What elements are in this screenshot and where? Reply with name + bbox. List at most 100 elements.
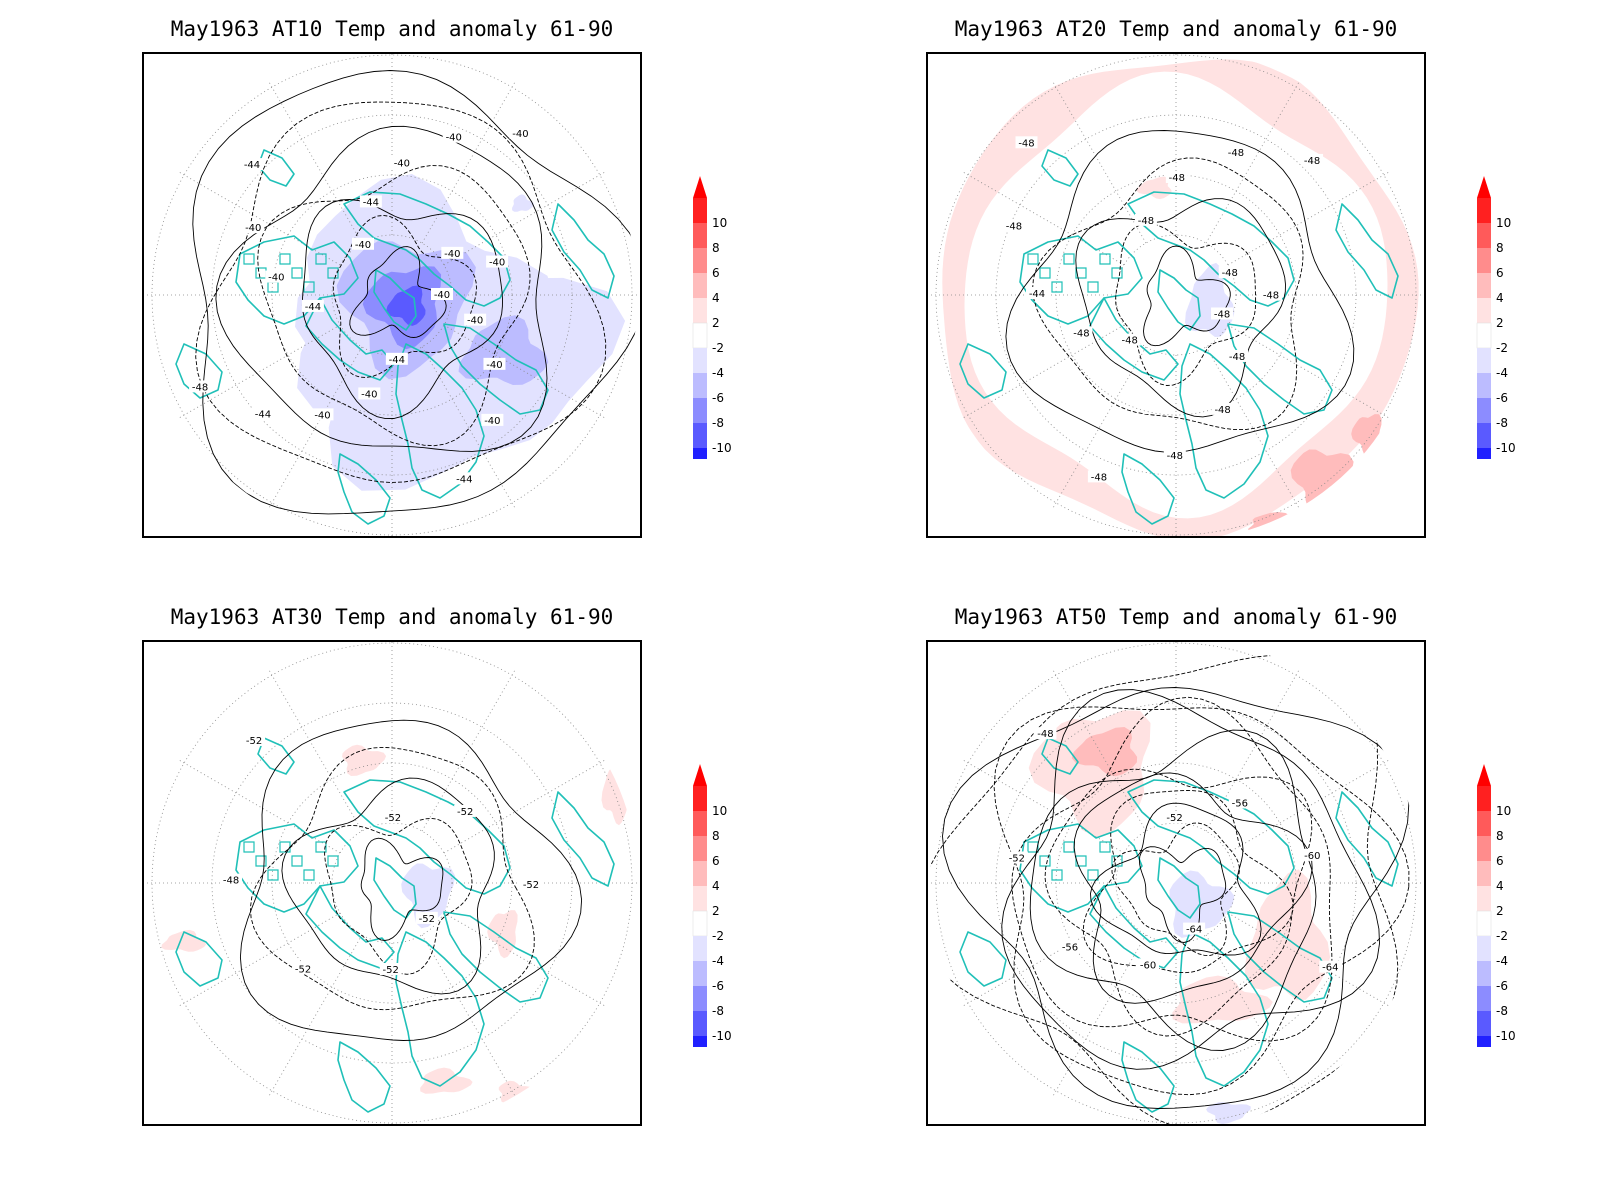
- colorbar-tick-label: -10: [712, 1029, 732, 1043]
- colorbar-segment: [693, 198, 707, 223]
- border-line: [327, 855, 339, 867]
- colorbar-segment: [1477, 836, 1491, 861]
- contour-label-bg: [1026, 286, 1049, 299]
- contour-label-bg: [242, 221, 265, 234]
- coastline: [959, 931, 1007, 987]
- contour-labels: -40 -40 -40 -40 -44 -44 -40 -40 -44 -48 -44 -40 -40 -…: [189, 126, 532, 485]
- meridian-line: [443, 324, 606, 419]
- coastline: [551, 203, 615, 299]
- colorbar-tick-label: -4: [1496, 954, 1508, 968]
- meridian-line: [443, 171, 606, 266]
- contour-label-bg: [486, 255, 509, 268]
- colorbar-tick-label: 8: [712, 829, 720, 843]
- contour-label: -52: [246, 736, 262, 747]
- contour-label: -64: [1322, 963, 1338, 974]
- colorbar-tick-label: 6: [712, 854, 720, 868]
- contour-label: -48: [1169, 173, 1185, 184]
- contour-label: -48: [1122, 336, 1138, 347]
- colorbar-over-arrow: [693, 764, 707, 786]
- colorbar-segment: [693, 786, 707, 811]
- contour-label: -40: [361, 389, 377, 400]
- contour-label-bg: [1319, 960, 1342, 973]
- isotherm: [215, 125, 548, 452]
- colorbar-segment: [693, 811, 707, 836]
- contour-label: -60: [1304, 851, 1320, 862]
- colorbar-tick-label: -2: [712, 929, 724, 943]
- colorbar-segment: [1477, 448, 1491, 459]
- colorbar-tick-label: 6: [1496, 266, 1504, 280]
- meridian-line: [1227, 912, 1390, 1007]
- contour-label-bg: [1218, 266, 1241, 279]
- coastline: [1121, 453, 1175, 525]
- isotherm: [1001, 689, 1380, 1070]
- latitude-circle: [995, 114, 1357, 476]
- anomaly-shading: [1028, 710, 1331, 1124]
- coastline: [1335, 791, 1399, 887]
- colorbar-tick-label: -6: [712, 391, 724, 405]
- contour-label-bg: [189, 380, 212, 393]
- contour-label-bg: [509, 126, 532, 139]
- contour-label-bg: [1070, 326, 1093, 339]
- coastline: [959, 343, 1007, 399]
- meridian-line: [1205, 346, 1300, 509]
- border-line: [255, 855, 267, 867]
- isotherm: [332, 214, 477, 378]
- colorbar-segment: [1477, 786, 1491, 811]
- colorbar-tick-label: 2: [1496, 904, 1504, 918]
- colorbar-segment: [693, 936, 707, 961]
- colorbar-segment: [1477, 198, 1491, 223]
- isotherm: [1005, 130, 1355, 453]
- contour-label-bg: [1137, 958, 1160, 971]
- meridian-line: [268, 346, 363, 509]
- contour-label-bg: [311, 408, 334, 421]
- colorbar-segment: [693, 398, 707, 423]
- isotherm: [1011, 696, 1333, 1042]
- anomaly-region: [342, 744, 387, 776]
- coastline: [1041, 737, 1079, 775]
- coastline: [257, 149, 295, 187]
- coastline: [343, 191, 511, 307]
- border-line: [303, 869, 315, 881]
- colorbar-segment: [1477, 811, 1491, 836]
- colorbar-tick-label: -10: [1496, 441, 1516, 455]
- coastline: [235, 235, 359, 325]
- contour-label: -52: [385, 813, 401, 824]
- anomaly-region: [498, 1080, 534, 1104]
- colorbar-tick-label: -8: [712, 416, 724, 430]
- colorbar-tick-label: 10: [1496, 804, 1512, 818]
- colorbar-segment: [693, 298, 707, 323]
- contour-label-bg: [301, 299, 324, 312]
- colorbar-over-arrow: [1477, 176, 1491, 198]
- colorbar-over-arrow: [693, 176, 707, 198]
- contour-label-bg: [1005, 851, 1028, 864]
- map-layers: [930, 54, 1422, 536]
- contour-label: -48: [1091, 472, 1107, 483]
- contour-label-bg: [1118, 333, 1141, 346]
- contour-label: -48: [1304, 156, 1320, 167]
- colorbar-segment: [1477, 298, 1491, 323]
- coastline: [443, 911, 549, 1003]
- isotherm: [930, 654, 1399, 1124]
- colorbar-tick-label: 10: [712, 216, 728, 230]
- contour-label: -44: [255, 410, 271, 421]
- contour-label: -40: [484, 416, 500, 427]
- contour-label: -40: [486, 360, 502, 371]
- contour-label-bg: [359, 195, 382, 208]
- colorbar-segment: [1477, 961, 1491, 986]
- contour-label-bg: [292, 962, 315, 975]
- border-line: [315, 253, 327, 265]
- contour-label-bg: [519, 878, 542, 891]
- isotherm: [360, 837, 444, 941]
- contour-label: -52: [383, 965, 399, 976]
- isotherm: [195, 101, 607, 483]
- map-layers: [146, 54, 638, 536]
- colorbar-segment: [693, 373, 707, 398]
- border-line: [255, 267, 267, 279]
- contour-label: -40: [245, 223, 261, 234]
- isotherm: [942, 687, 1410, 1109]
- isotherm: [239, 719, 583, 1041]
- border-line: [1051, 281, 1063, 293]
- colorbar-segment: [693, 961, 707, 986]
- temperature-contours: [1005, 130, 1355, 453]
- map-frame: -48 -48 -48 -48 -48 -48 -48 -44 -48 -48 -48 -48 -48 -…: [926, 52, 1426, 538]
